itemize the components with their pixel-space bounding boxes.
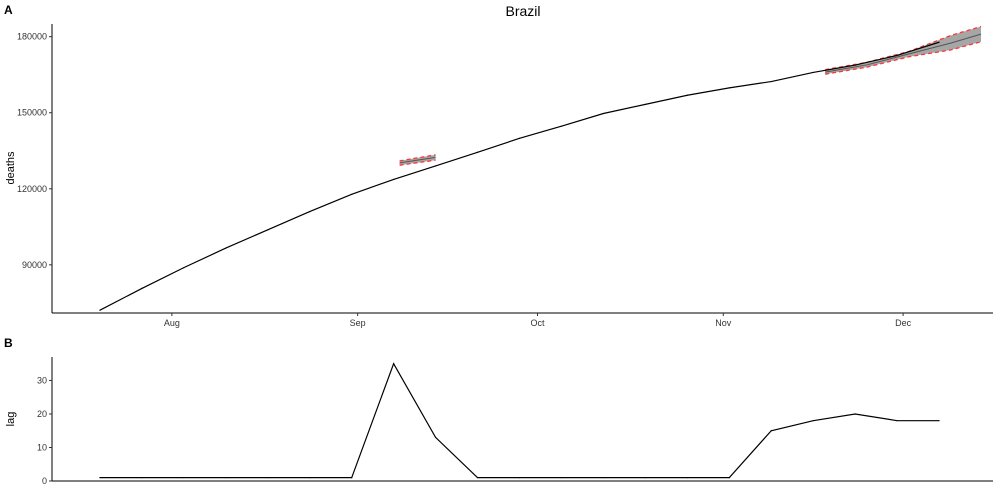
data-point (99, 477, 101, 479)
x-tick-label: Oct (530, 318, 545, 328)
y-axis-title-lag: lag (5, 412, 17, 427)
data-point (309, 477, 311, 479)
forecast-bands (399, 25, 982, 166)
data-point (141, 477, 143, 479)
data-point (434, 165, 437, 167)
data-point (686, 94, 688, 96)
y-tick-label: 30 (37, 375, 47, 385)
data-point (476, 477, 479, 479)
y-tick-label: 20 (37, 409, 47, 419)
data-point (728, 87, 730, 89)
data-point (812, 420, 814, 422)
data-point (351, 193, 353, 195)
data-point (644, 477, 646, 479)
panel-a-tag: A (4, 3, 13, 17)
forecast-band-1-upper-bound (399, 154, 436, 162)
forecast-band-2-lower-bound (825, 41, 982, 75)
data-point (351, 477, 353, 479)
x-tick-label: Sep (350, 318, 366, 328)
data-point (602, 112, 605, 115)
forecast-band-2-median (825, 33, 982, 73)
data-point (770, 430, 772, 432)
panel-b-tag: B (4, 336, 13, 350)
data-point (938, 41, 940, 43)
data-point (434, 436, 437, 439)
data-point (267, 477, 269, 479)
data-point (393, 363, 395, 365)
deaths-series (99, 41, 940, 311)
data-point (225, 247, 227, 249)
data-point (854, 64, 856, 66)
data-point (518, 477, 521, 479)
data-point (393, 178, 395, 181)
data-point (183, 267, 185, 269)
x-tick-label: Dec (895, 318, 912, 328)
forecast-band-1-median (399, 156, 436, 164)
panel-a-axes: 90000 120000 150000 180000 Aug Sep Oct Nov Dec (17, 24, 993, 328)
data-point (267, 229, 269, 231)
y-tick-label: 10 (37, 442, 47, 452)
data-point (560, 125, 563, 127)
series-line-1 (99, 41, 940, 311)
panel-a-plot: 90000 120000 150000 180000 Aug Sep Oct Nov Dec (17, 24, 993, 328)
x-tick-label: Aug (164, 318, 180, 328)
data-point (518, 137, 521, 139)
data-point (644, 103, 646, 105)
chart-title: Brazil (505, 3, 540, 19)
data-point (141, 287, 143, 290)
panel-b-axes: 0 10 20 30 (37, 357, 993, 486)
data-point (854, 413, 856, 415)
y-tick-label: 150000 (17, 108, 47, 118)
lag-series (99, 362, 940, 479)
data-point (602, 477, 605, 479)
y-axis-title-deaths: deaths (5, 151, 17, 185)
panel-b-plot: 0 10 20 30 (37, 357, 993, 486)
data-point (686, 477, 688, 479)
x-tick-label: Nov (715, 318, 732, 328)
data-point (99, 309, 101, 311)
data-point (309, 210, 311, 213)
y-tick-label: 90000 (22, 260, 47, 270)
data-point (770, 80, 772, 83)
data-point (896, 54, 898, 57)
data-point (896, 420, 898, 422)
y-tick-label: 120000 (17, 184, 47, 194)
data-point (938, 420, 940, 422)
data-point (560, 477, 563, 479)
data-point (728, 477, 730, 479)
data-point (812, 71, 814, 74)
data-point (476, 151, 479, 153)
forecast-band-2 (825, 26, 982, 75)
data-point (225, 477, 227, 479)
data-point (183, 477, 185, 479)
forecast-band-1-lower-bound (399, 159, 436, 166)
y-tick-label: 0 (42, 476, 47, 486)
y-tick-label: 180000 (17, 32, 47, 42)
